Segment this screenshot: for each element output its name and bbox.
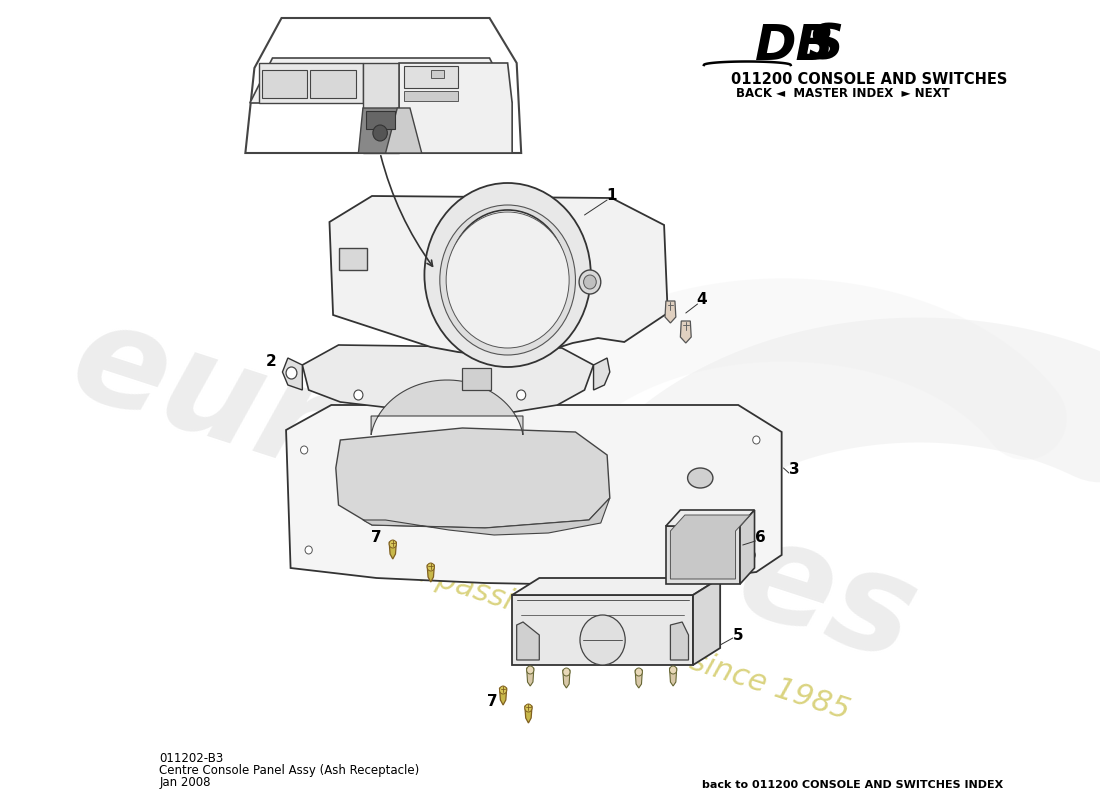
Polygon shape bbox=[513, 595, 693, 665]
Polygon shape bbox=[385, 108, 421, 153]
Text: 7: 7 bbox=[487, 694, 497, 710]
Text: S: S bbox=[807, 22, 843, 70]
Polygon shape bbox=[666, 526, 740, 584]
Polygon shape bbox=[371, 380, 522, 435]
Circle shape bbox=[286, 367, 297, 379]
Polygon shape bbox=[389, 542, 396, 559]
Polygon shape bbox=[527, 668, 534, 686]
Circle shape bbox=[300, 446, 308, 454]
Text: Centre Console Panel Assy (Ash Receptacle): Centre Console Panel Assy (Ash Receptacl… bbox=[160, 764, 420, 777]
Polygon shape bbox=[302, 345, 594, 413]
Polygon shape bbox=[399, 63, 513, 153]
Text: 011202-B3: 011202-B3 bbox=[160, 752, 223, 765]
Circle shape bbox=[305, 546, 312, 554]
Polygon shape bbox=[245, 18, 521, 153]
Polygon shape bbox=[258, 63, 363, 103]
Polygon shape bbox=[336, 428, 609, 528]
Text: 5: 5 bbox=[733, 627, 744, 642]
Text: BACK ◄  MASTER INDEX  ► NEXT: BACK ◄ MASTER INDEX ► NEXT bbox=[736, 87, 950, 100]
Circle shape bbox=[373, 125, 387, 141]
Polygon shape bbox=[359, 108, 404, 153]
Polygon shape bbox=[666, 301, 675, 323]
Bar bbox=[262, 70, 307, 98]
Circle shape bbox=[525, 704, 532, 712]
Polygon shape bbox=[525, 706, 532, 723]
Polygon shape bbox=[635, 670, 642, 688]
Polygon shape bbox=[427, 565, 434, 582]
Polygon shape bbox=[670, 622, 689, 660]
Polygon shape bbox=[283, 358, 302, 390]
Polygon shape bbox=[363, 498, 609, 535]
Circle shape bbox=[449, 210, 566, 340]
Circle shape bbox=[499, 686, 507, 694]
Bar bbox=[339, 248, 367, 270]
Circle shape bbox=[440, 205, 575, 355]
Text: 1: 1 bbox=[606, 187, 617, 202]
Polygon shape bbox=[693, 578, 720, 665]
Bar bbox=[431, 70, 444, 78]
Circle shape bbox=[670, 666, 676, 674]
Polygon shape bbox=[499, 688, 507, 705]
Bar bbox=[462, 368, 492, 390]
Ellipse shape bbox=[688, 468, 713, 488]
Circle shape bbox=[427, 563, 434, 571]
Text: 4: 4 bbox=[696, 293, 707, 307]
Text: eurospares: eurospares bbox=[56, 290, 933, 690]
Polygon shape bbox=[363, 63, 399, 153]
Circle shape bbox=[563, 668, 570, 676]
Circle shape bbox=[447, 212, 569, 348]
Polygon shape bbox=[250, 58, 513, 103]
Circle shape bbox=[579, 270, 601, 294]
Circle shape bbox=[354, 390, 363, 400]
Circle shape bbox=[425, 183, 591, 367]
Polygon shape bbox=[666, 510, 755, 526]
Polygon shape bbox=[513, 578, 720, 595]
Polygon shape bbox=[286, 405, 782, 585]
Text: a passion for parts since 1985: a passion for parts since 1985 bbox=[406, 555, 854, 725]
Text: 6: 6 bbox=[756, 530, 767, 546]
Polygon shape bbox=[563, 670, 570, 688]
Bar bbox=[404, 66, 458, 88]
Circle shape bbox=[527, 666, 534, 674]
Polygon shape bbox=[594, 358, 609, 390]
Text: 2: 2 bbox=[265, 354, 276, 370]
Polygon shape bbox=[670, 668, 676, 686]
Text: Jan 2008: Jan 2008 bbox=[160, 776, 211, 789]
Circle shape bbox=[517, 390, 526, 400]
Polygon shape bbox=[740, 510, 755, 584]
Circle shape bbox=[389, 540, 396, 548]
Bar bbox=[310, 70, 355, 98]
Text: DB: DB bbox=[755, 22, 834, 70]
Polygon shape bbox=[681, 321, 691, 343]
Text: back to 011200 CONSOLE AND SWITCHES INDEX: back to 011200 CONSOLE AND SWITCHES INDE… bbox=[702, 780, 1003, 790]
Polygon shape bbox=[670, 515, 750, 579]
Circle shape bbox=[580, 615, 625, 665]
Text: 011200 CONSOLE AND SWITCHES: 011200 CONSOLE AND SWITCHES bbox=[732, 72, 1008, 87]
Bar bbox=[404, 91, 458, 101]
Circle shape bbox=[584, 275, 596, 289]
Text: 3: 3 bbox=[789, 462, 800, 478]
Circle shape bbox=[635, 668, 642, 676]
Text: 7: 7 bbox=[371, 530, 382, 546]
Circle shape bbox=[748, 551, 756, 559]
Polygon shape bbox=[517, 622, 539, 660]
Bar bbox=[365, 111, 395, 129]
Circle shape bbox=[752, 436, 760, 444]
Polygon shape bbox=[330, 196, 668, 356]
